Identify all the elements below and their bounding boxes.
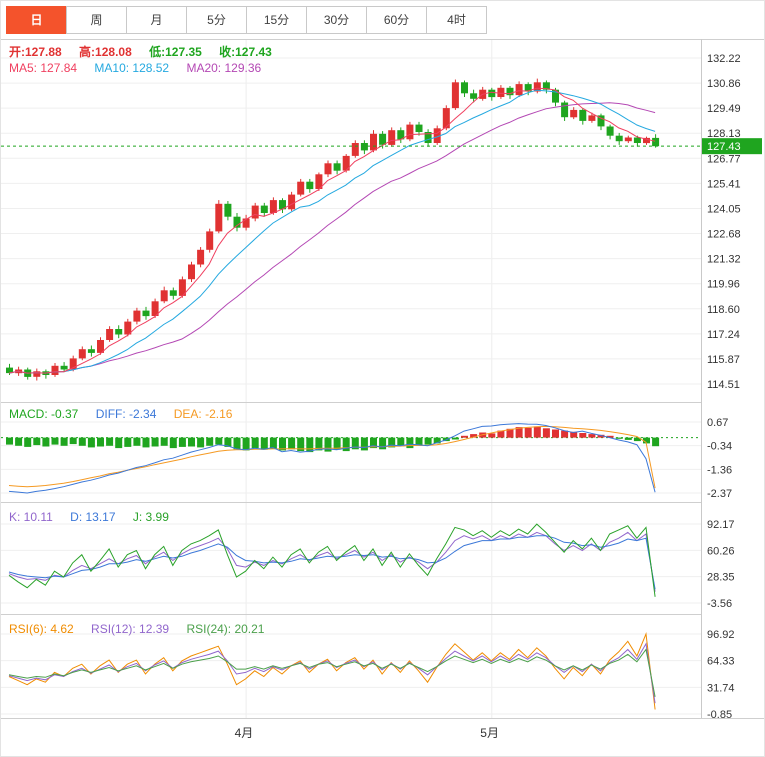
y-axis-tick: 130.86: [707, 78, 741, 90]
tab-5min[interactable]: 5分: [186, 6, 247, 34]
j-line: [8, 523, 656, 597]
ma10-value: MA10: 128.52: [94, 61, 170, 75]
high-value: 高:128.08: [79, 45, 132, 59]
y-axis-tick: 114.51: [707, 379, 740, 391]
current-price-badge: [702, 138, 762, 155]
x-axis-label: 5月: [480, 726, 499, 740]
macd-histogram: [6, 426, 660, 453]
ma-readout: MA5: 127.84 MA10: 128.52 MA20: 129.36: [9, 61, 275, 75]
y-axis-tick: 129.49: [707, 103, 741, 115]
tab-15min[interactable]: 15分: [246, 6, 307, 34]
timeframe-tabbar: 日 周 月 5分 15分 30分 60分 4时: [6, 6, 487, 34]
y-axis-tick: 64.33: [707, 656, 735, 668]
open-value: 开:127.88: [9, 45, 62, 59]
k-line: [8, 531, 656, 592]
y-axis-tick: 121.32: [707, 254, 741, 266]
rsi12-value: RSI(12): 12.39: [91, 622, 170, 636]
k-value: K: 10.11: [9, 510, 53, 524]
kdj-readout: K: 10.11 D: 13.17 J: 3.99: [9, 510, 183, 524]
d-value: D: 13.17: [70, 510, 116, 524]
y-axis-tick: -3.56: [707, 598, 732, 610]
y-axis-tick: 117.24: [707, 329, 740, 341]
rsi12-line: [8, 642, 656, 704]
ma20-line: [8, 102, 656, 374]
tab-week[interactable]: 周: [66, 6, 127, 34]
y-axis-tick: 115.87: [707, 354, 740, 366]
y-axis-tick: 118.60: [707, 304, 740, 316]
current-price-value: 127.43: [707, 141, 741, 153]
tab-day[interactable]: 日: [6, 6, 67, 34]
macd-readout: MACD: -0.37 DIFF: -2.34 DEA: -2.16: [9, 407, 246, 421]
y-axis-tick: -0.85: [707, 709, 732, 718]
rsi24-value: RSI(24): 20.21: [186, 622, 265, 636]
tab-30min[interactable]: 30分: [306, 6, 367, 34]
rsi6-value: RSI(6): 4.62: [9, 622, 74, 636]
j-value: J: 3.99: [132, 510, 169, 524]
main-candlestick-panel[interactable]: 132.22 130.86 129.49 128.13 126.77 125.41 124.…: [1, 39, 765, 402]
y-axis-tick: 119.96: [707, 279, 740, 291]
rsi-readout: RSI(6): 4.62 RSI(12): 12.39 RSI(24): 20.…: [9, 622, 278, 636]
tab-60min[interactable]: 60分: [366, 6, 427, 34]
dea-line: [8, 425, 656, 489]
tab-4hour[interactable]: 4时: [426, 6, 487, 34]
y-axis-tick: 31.74: [707, 682, 735, 694]
x-axis-label: 4月: [234, 726, 254, 740]
rsi24-line: [8, 648, 656, 697]
low-value: 低:127.35: [149, 45, 202, 59]
y-axis-tick: 96.92: [707, 629, 735, 641]
y-axis-tick: 122.68: [707, 229, 741, 241]
ma10-line: [8, 89, 656, 374]
y-axis-tick: -2.37: [707, 488, 732, 500]
d-line: [8, 535, 656, 590]
candles-layer: [6, 78, 660, 381]
ma5-line: [8, 87, 656, 374]
macd-value: MACD: -0.37: [9, 407, 79, 421]
diff-value: DIFF: -2.34: [95, 407, 157, 421]
y-axis-tick: 128.13: [707, 128, 741, 140]
diff-line: [8, 423, 656, 494]
y-axis-tick: 124.05: [707, 203, 741, 215]
close-value: 收:127.43: [219, 45, 272, 59]
y-axis-tick: -0.34: [707, 441, 732, 453]
y-axis-tick: 125.41: [707, 178, 741, 190]
rsi6-line: [8, 632, 656, 710]
y-axis-tick: 60.26: [707, 545, 735, 557]
y-axis-tick: 0.67: [707, 417, 728, 429]
rsi-panel[interactable]: 96.92 64.33 31.74 -0.85: [1, 614, 765, 718]
y-axis-tick: 132.22: [707, 53, 741, 65]
price-axis-separator: [701, 39, 702, 743]
y-axis-tick: 92.17: [707, 519, 735, 531]
dea-value: DEA: -2.16: [173, 407, 233, 421]
ma5-value: MA5: 127.84: [9, 61, 78, 75]
macd-panel[interactable]: 0.67 -0.34 -1.36 -2.37: [1, 402, 765, 502]
kdj-panel[interactable]: 92.17 60.26 28.35 -3.56: [1, 502, 765, 614]
y-axis-tick: 126.77: [707, 153, 741, 165]
y-axis-tick: -1.36: [707, 464, 732, 476]
ma20-value: MA20: 129.36: [186, 61, 262, 75]
ohlc-readout: 开:127.88 高:128.08 低:127.35 收:127.43: [9, 43, 286, 60]
tab-month[interactable]: 月: [126, 6, 187, 34]
y-axis-tick: 28.35: [707, 572, 735, 584]
x-axis: 4月 5月: [1, 718, 764, 743]
